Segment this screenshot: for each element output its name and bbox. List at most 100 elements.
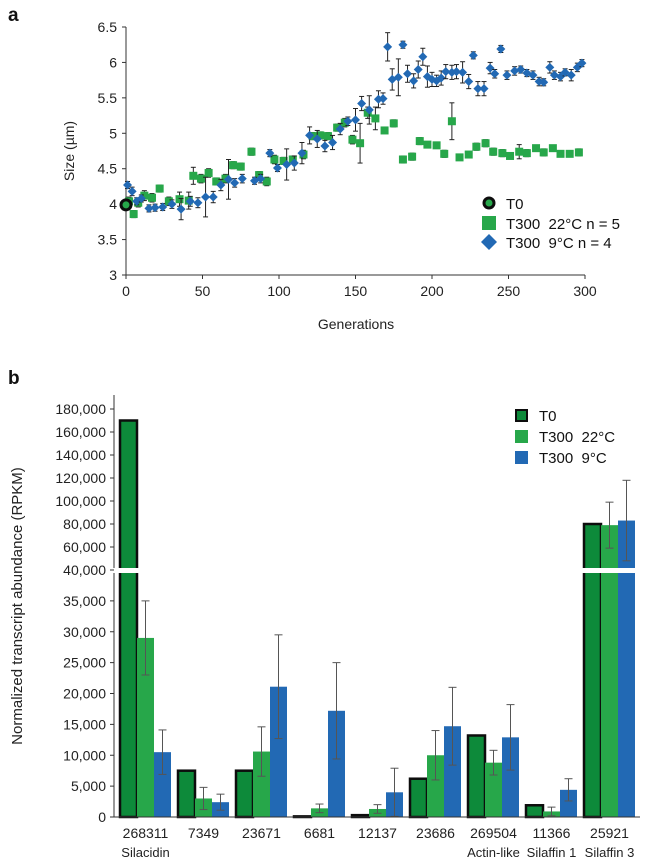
point-t300-9c bbox=[123, 180, 133, 190]
point-t300-22c bbox=[506, 151, 515, 160]
point-t300-22c bbox=[155, 184, 164, 193]
point-t300-22c bbox=[380, 126, 389, 135]
chart-b-category-label: 11366 bbox=[533, 825, 571, 841]
chart-b-category-sublabel: Actin-like bbox=[467, 845, 520, 860]
point-t300-22c bbox=[481, 139, 490, 148]
chart-b-y-tick-label: 160,000 bbox=[55, 424, 106, 440]
point-t300-22c bbox=[447, 117, 456, 126]
chart-a-x-tick-label: 100 bbox=[267, 283, 291, 299]
chart-b-y-tick-label: 20,000 bbox=[63, 686, 106, 702]
point-t300-22c bbox=[229, 161, 238, 170]
point-t300-9c bbox=[577, 58, 587, 68]
point-t300-22c bbox=[356, 139, 365, 148]
chart-a-y-tick-label: 6 bbox=[109, 54, 117, 70]
bar-t300-22c bbox=[485, 762, 502, 817]
point-t300-9c bbox=[545, 62, 555, 72]
point-t300-9c bbox=[409, 76, 419, 86]
chart-b-y-tick-label: 10,000 bbox=[63, 747, 106, 763]
point-t300-22c bbox=[279, 156, 288, 165]
legend-b-t0-swatch bbox=[515, 409, 528, 422]
point-t300-9c bbox=[282, 159, 292, 169]
point-t300-9c bbox=[216, 180, 226, 190]
point-t300-9c bbox=[510, 66, 520, 76]
point-t300-9c bbox=[393, 72, 403, 82]
chart-a-y-tick-label: 3 bbox=[109, 267, 117, 283]
point-t300-22c bbox=[288, 155, 297, 164]
chart-a-x-tick-label: 0 bbox=[122, 283, 130, 299]
point-t300-9c bbox=[549, 70, 559, 80]
legend-b-t300-22-swatch bbox=[515, 430, 528, 443]
point-t300-22c bbox=[175, 195, 184, 204]
chart-b-category-label: 269504 bbox=[470, 825, 517, 841]
point-t300-9c bbox=[502, 70, 512, 80]
point-t300-9c bbox=[256, 174, 266, 184]
legend-a-t0-label: T0 bbox=[506, 196, 524, 213]
point-t300-22c bbox=[262, 177, 271, 186]
chart-a-y-tick-label: 4 bbox=[109, 196, 117, 212]
point-t300-22c bbox=[398, 155, 407, 164]
chart-a-y-tick-label: 3.5 bbox=[98, 232, 118, 248]
chart-a-y-tick-label: 5.5 bbox=[98, 90, 118, 106]
point-t300-22c bbox=[316, 131, 325, 140]
point-t300-9c bbox=[343, 116, 353, 126]
point-t300-22c bbox=[204, 168, 213, 177]
bar-t300-22c bbox=[601, 525, 618, 817]
point-t300-9c bbox=[357, 99, 367, 109]
chart-b-y-tick-label: 0 bbox=[98, 809, 106, 825]
chart-b-y-tick-label: 180,000 bbox=[55, 401, 106, 417]
chart-b-bars bbox=[118, 419, 635, 819]
point-t300-22c bbox=[348, 135, 357, 144]
point-t300-9c bbox=[383, 42, 393, 52]
point-t300-9c bbox=[378, 94, 388, 104]
chart-b-y-tick-label: 40,000 bbox=[63, 562, 106, 578]
bar-t0 bbox=[408, 777, 429, 819]
point-t300-22c bbox=[423, 140, 432, 149]
chart-b-category-label: 268311 bbox=[123, 825, 169, 841]
point-t0 bbox=[119, 198, 133, 212]
chart-a-x-tick-label: 200 bbox=[420, 283, 444, 299]
point-t300-9c bbox=[158, 202, 168, 212]
bar-t300-9c bbox=[502, 737, 519, 817]
point-t300-22c bbox=[415, 137, 424, 146]
chart-a-points bbox=[119, 32, 587, 221]
point-t300-22c bbox=[532, 144, 541, 153]
chart-b-category-label: 23671 bbox=[242, 825, 281, 841]
point-t300-9c bbox=[496, 44, 506, 54]
bar-t0 bbox=[234, 769, 255, 819]
point-t300-9c bbox=[403, 69, 413, 79]
point-t300-22c bbox=[129, 210, 138, 219]
point-t300-22c bbox=[574, 148, 583, 157]
point-t300-9c bbox=[516, 65, 526, 75]
chart-a-y-tick-label: 5 bbox=[109, 125, 117, 141]
chart-a-y-tick-label: 6.5 bbox=[98, 19, 118, 35]
point-t300-9c bbox=[237, 174, 247, 184]
chart-b-category-sublabel: Silacidin bbox=[121, 845, 169, 860]
bar-t300-22c bbox=[253, 751, 270, 817]
chart-b-category-label: 6681 bbox=[304, 825, 335, 841]
bar-t300-9c bbox=[154, 752, 171, 817]
bar-t300-9c bbox=[618, 520, 635, 817]
point-t300-9c bbox=[413, 65, 423, 75]
point-t300-9c bbox=[208, 192, 218, 202]
point-t300-9c bbox=[289, 158, 299, 168]
point-t300-9c bbox=[364, 105, 374, 115]
point-t300-9c bbox=[418, 52, 428, 62]
point-t300-9c bbox=[230, 178, 240, 188]
point-t300-9c bbox=[167, 199, 177, 209]
point-t300-22c bbox=[498, 149, 507, 158]
bar-t0 bbox=[582, 522, 603, 819]
chart-b-y-tick-label: 35,000 bbox=[63, 593, 106, 609]
bar-t0 bbox=[466, 734, 487, 819]
point-t300-22c bbox=[236, 162, 245, 171]
point-t300-22c bbox=[464, 150, 473, 159]
chart-b-y-tick-label: 5,000 bbox=[71, 778, 106, 794]
chart-b: 0 5,000 10,000 15,000 20,000 25,000 30,000 35,0… bbox=[9, 395, 643, 860]
point-t300-9c bbox=[136, 193, 146, 203]
point-t300-22c bbox=[472, 142, 481, 151]
chart-b-y-tick-label: 100,000 bbox=[55, 493, 106, 509]
point-t300-9c bbox=[468, 50, 478, 60]
legend-a-t0-marker bbox=[482, 196, 496, 210]
point-t300-9c bbox=[485, 63, 495, 73]
chart-b-category-label: 25921 bbox=[590, 825, 629, 841]
point-t300-9c bbox=[224, 174, 234, 184]
